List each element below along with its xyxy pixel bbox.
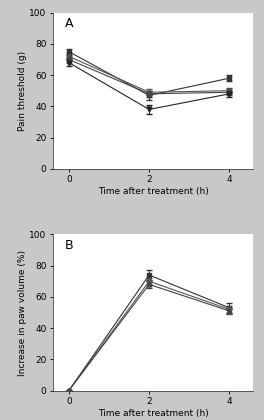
- X-axis label: Time after treatment (h): Time after treatment (h): [98, 187, 209, 196]
- X-axis label: Time after treatment (h): Time after treatment (h): [98, 409, 209, 417]
- Text: B: B: [65, 239, 73, 252]
- Y-axis label: Pain threshold (g): Pain threshold (g): [17, 51, 26, 131]
- Y-axis label: Increase in paw volume (%): Increase in paw volume (%): [17, 249, 26, 375]
- Text: A: A: [65, 17, 73, 30]
